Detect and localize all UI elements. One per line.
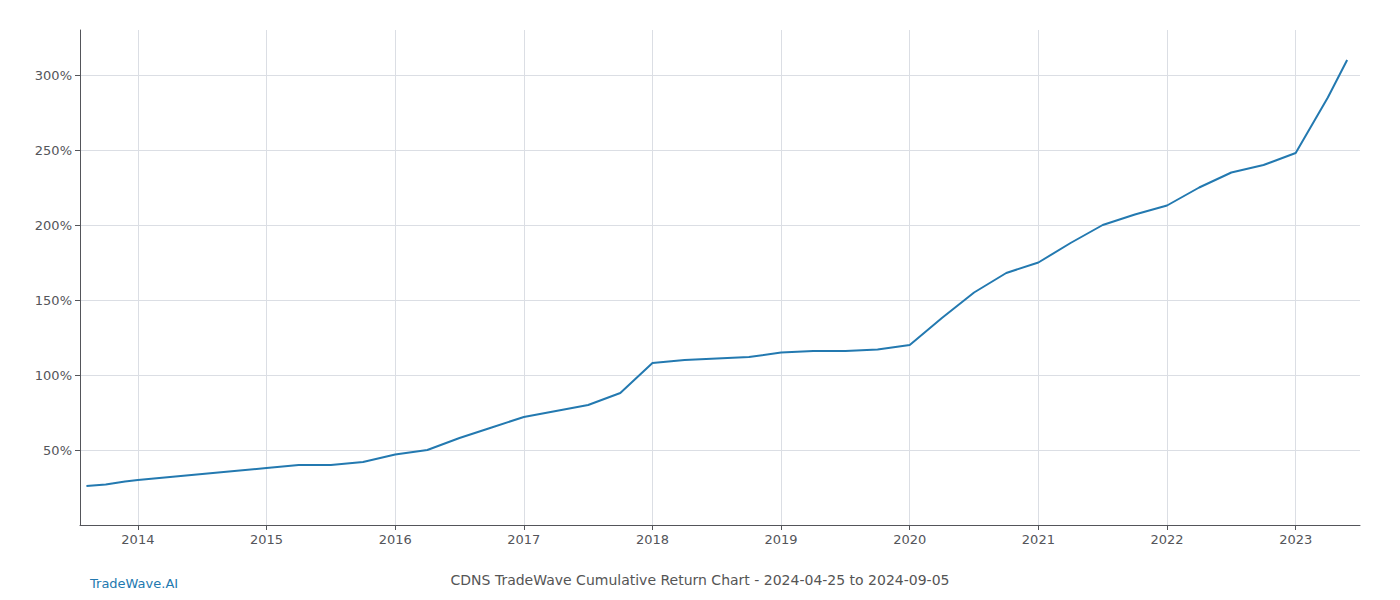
- svg-text:CDNS TradeWave Cumulative Retu: CDNS TradeWave Cumulative Return Chart -…: [451, 572, 950, 588]
- svg-text:250%: 250%: [35, 143, 72, 158]
- svg-text:300%: 300%: [35, 68, 72, 83]
- svg-text:2017: 2017: [507, 532, 540, 547]
- svg-text:2015: 2015: [250, 532, 283, 547]
- svg-text:100%: 100%: [35, 368, 72, 383]
- svg-text:2016: 2016: [379, 532, 412, 547]
- svg-text:2022: 2022: [1150, 532, 1183, 547]
- svg-text:2014: 2014: [121, 532, 154, 547]
- svg-text:2020: 2020: [893, 532, 926, 547]
- svg-text:150%: 150%: [35, 293, 72, 308]
- svg-text:50%: 50%: [43, 443, 72, 458]
- svg-text:2018: 2018: [636, 532, 669, 547]
- svg-text:TradeWave.AI: TradeWave.AI: [89, 576, 178, 591]
- svg-text:2019: 2019: [765, 532, 798, 547]
- svg-text:2023: 2023: [1279, 532, 1312, 547]
- svg-text:200%: 200%: [35, 218, 72, 233]
- svg-text:2021: 2021: [1022, 532, 1055, 547]
